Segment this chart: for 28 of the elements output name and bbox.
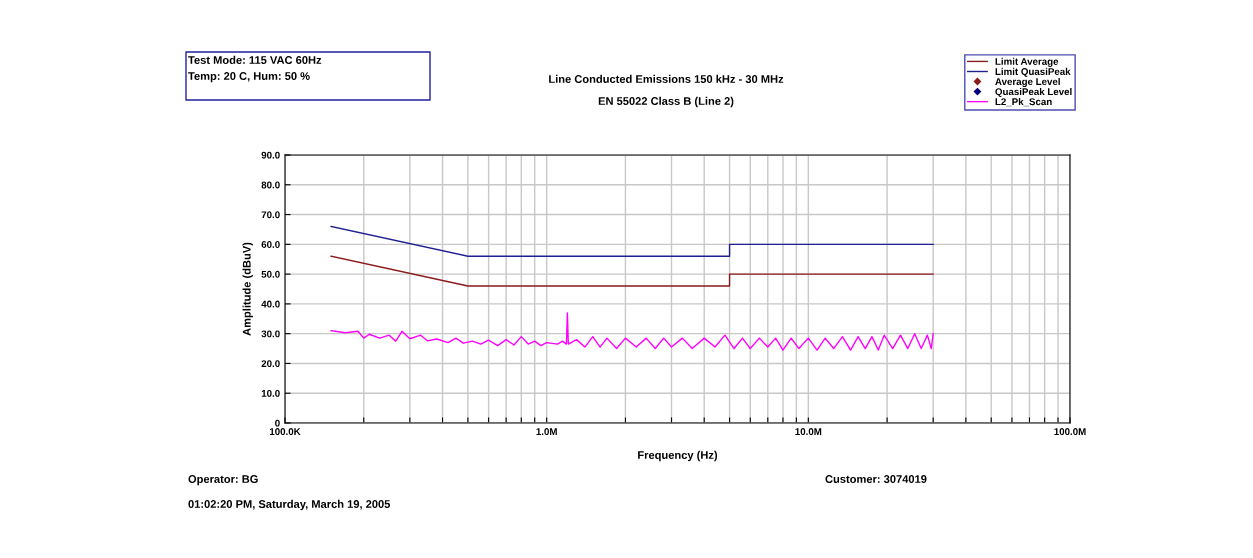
legend-label: Limit QuasiPeak	[995, 67, 1071, 77]
y-tick-label: 70.0	[261, 211, 280, 219]
x-axis-title: Frequency (Hz)	[638, 450, 718, 462]
legend-label: QuasiPeak Level	[995, 87, 1072, 97]
y-tick-label: 30.0	[261, 330, 280, 338]
y-tick-label: 50.0	[261, 270, 280, 278]
y-tick-label: 80.0	[261, 181, 280, 189]
text: Temp: 20 C, Hum: 50 %	[188, 72, 310, 83]
legend-label: L2_Pk_Scan	[995, 98, 1052, 107]
chart-subtitle: EN 55022 Class B (Line 2)	[598, 96, 734, 108]
text: 01:02:20 PM, Saturday, March 19, 2005	[188, 499, 391, 511]
y-tick-label: 0	[275, 419, 280, 427]
x-tick-label: 100.0K	[269, 428, 301, 435]
chart-title: Line Conducted Emissions 150 kHz - 30 MHz	[549, 74, 784, 83]
y-tick-label: 10.0	[261, 389, 280, 397]
y-tick-label: 40.0	[261, 300, 280, 308]
y-axis-title: Amplitude (dBuV)	[242, 242, 253, 336]
y-tick-label: 20.0	[261, 360, 280, 368]
x-tick-label: 100.0M	[1054, 428, 1086, 435]
text: Operator: BG	[188, 475, 258, 486]
x-tick-label: 10.0M	[795, 428, 822, 435]
legend-label: Average Level	[995, 77, 1060, 87]
text: Customer: 3074019	[825, 475, 927, 483]
text: Test Mode: 115 VAC 60Hz	[188, 55, 322, 64]
y-tick-label: 60.0	[261, 241, 280, 248]
x-tick-label: 1.0M	[536, 428, 557, 435]
y-tick-label: 90.0	[261, 151, 280, 159]
legend-label: Limit Average	[995, 57, 1059, 67]
